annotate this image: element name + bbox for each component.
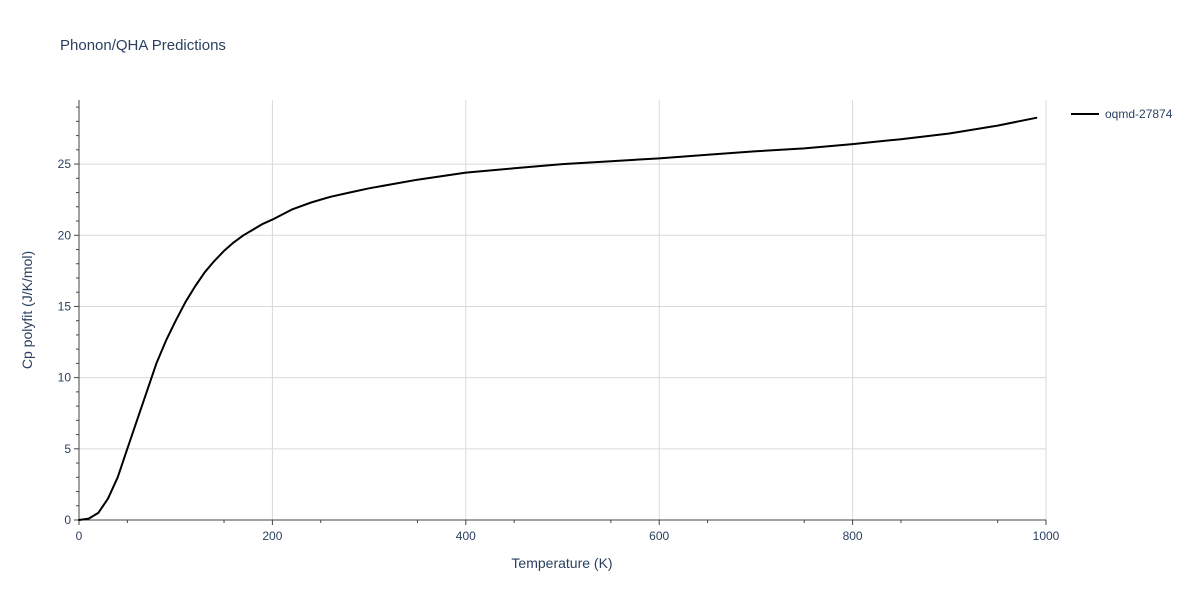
y-tick-label: 0 bbox=[64, 513, 71, 527]
y-tick-label: 10 bbox=[58, 371, 72, 385]
legend-label: oqmd-27874 bbox=[1105, 107, 1173, 121]
x-tick-label: 0 bbox=[76, 529, 83, 543]
y-tick-label: 20 bbox=[58, 228, 72, 242]
y-tick-label: 5 bbox=[64, 442, 71, 456]
x-tick-label: 400 bbox=[456, 529, 476, 543]
x-tick-label: 200 bbox=[262, 529, 282, 543]
ticks: 0 200 400 600 800 1000 0 5 10 15 20 25 bbox=[58, 106, 1060, 543]
chart-title: Phonon/QHA Predictions bbox=[60, 37, 226, 54]
grid bbox=[79, 100, 1047, 520]
x-tick-label: 600 bbox=[649, 529, 669, 543]
x-axis-label: Temperature (K) bbox=[511, 555, 612, 571]
series-layer bbox=[78, 116, 1038, 521]
y-tick-label: 25 bbox=[58, 157, 72, 171]
y-tick-label: 15 bbox=[58, 299, 72, 313]
legend[interactable]: oqmd-27874 bbox=[1071, 107, 1173, 121]
x-tick-label: 1000 bbox=[1033, 529, 1060, 543]
series-line bbox=[78, 116, 1038, 521]
y-axis-label: Cp polyfit (J/K/mol) bbox=[19, 251, 35, 369]
axes bbox=[78, 100, 1046, 521]
x-tick-label: 800 bbox=[843, 529, 863, 543]
